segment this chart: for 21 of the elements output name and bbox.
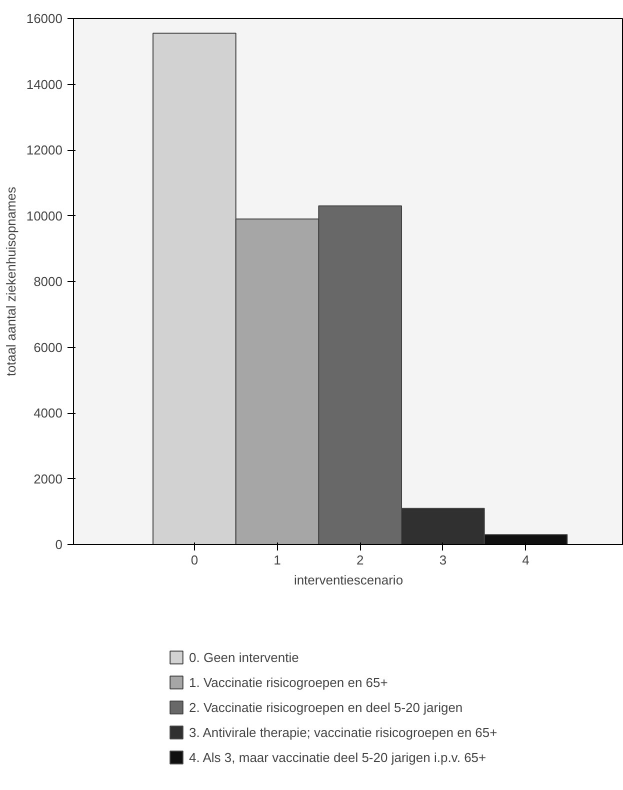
- y-tick-label: 14000: [26, 76, 63, 92]
- x-tick-label: 1: [274, 552, 281, 568]
- legend-label: 3. Antivirale therapie; vaccinatie risicogroepen en 65+: [189, 724, 498, 740]
- legend-label: 2. Vaccinatie risicogroepen en deel 5-20 jarigen: [189, 699, 463, 715]
- legend-label: 1. Vaccinatie risicogroepen en 65+: [189, 674, 388, 690]
- y-tick-label: 16000: [26, 11, 63, 26]
- x-axis-title: interventiescenario: [294, 572, 404, 588]
- y-tick-label: 4000: [34, 406, 62, 420]
- y-tick-label: 12000: [26, 142, 63, 158]
- legend-label: 4. Als 3, maar vaccinatie deel 5-20 jarigen i.p.v. 65+: [189, 749, 486, 765]
- y-tick-label: 6000: [34, 340, 62, 355]
- x-tick-label: 4: [522, 552, 530, 568]
- x-tick-label: 3: [439, 552, 447, 568]
- y-tick-label: 10000: [26, 208, 63, 224]
- legend-label: 0. Geen interventie: [189, 649, 299, 665]
- x-tick-label: 0: [190, 552, 198, 568]
- y-tick-label: 8000: [34, 274, 62, 289]
- x-tick-label: 2: [356, 552, 364, 568]
- y-axis-title: totaal aantal ziekenhuisopnames: [3, 186, 18, 376]
- y-tick-label: 2000: [34, 471, 62, 486]
- y-tick-label: 0: [55, 537, 63, 552]
